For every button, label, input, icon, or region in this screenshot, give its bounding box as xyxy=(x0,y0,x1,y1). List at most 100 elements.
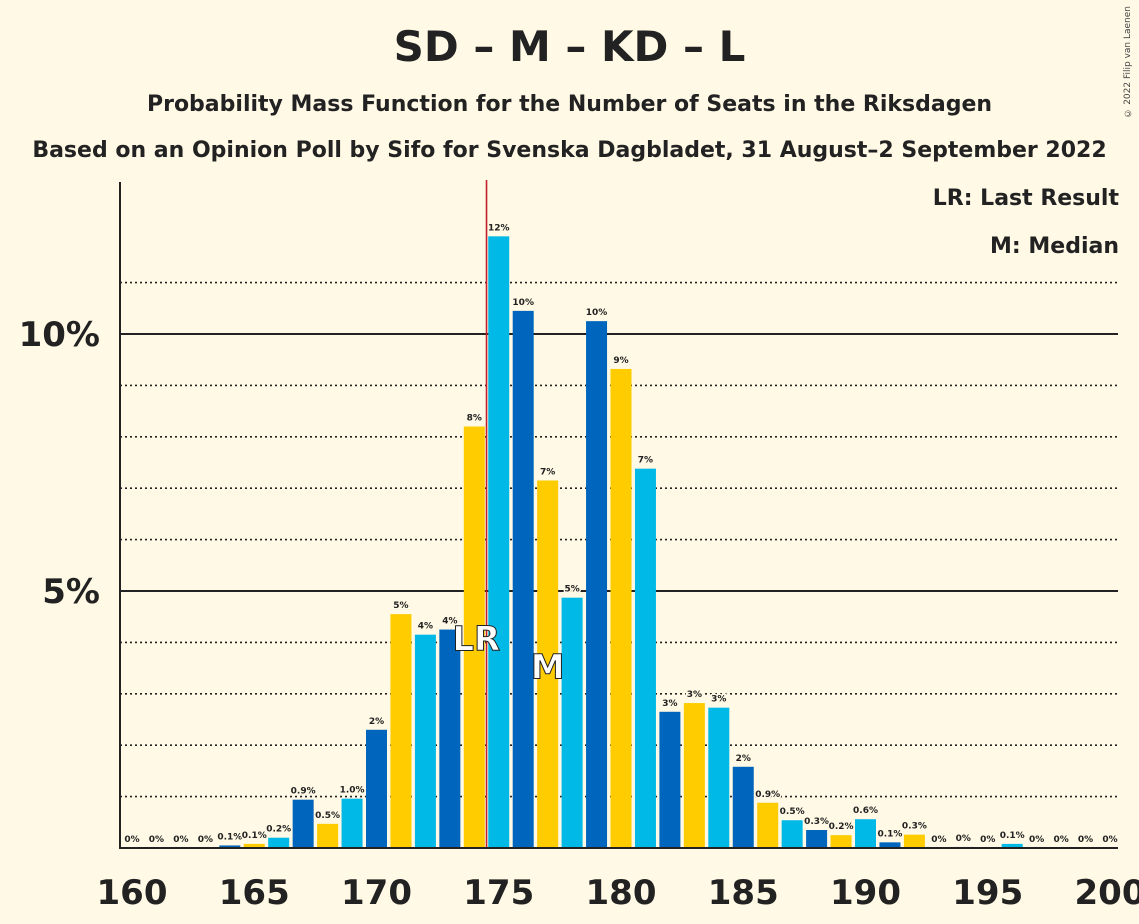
x-tick-label: 200 xyxy=(1075,873,1139,913)
bar-value-label: 0.5% xyxy=(315,811,340,821)
bar-value-label-halo: 0% xyxy=(1102,835,1117,845)
bar xyxy=(732,766,754,848)
bar-value-label-halo: 0.5% xyxy=(780,807,805,817)
bar-value-label-halo: 0.3% xyxy=(804,817,829,827)
x-tick-label: 195 xyxy=(952,873,1023,913)
bar-value-label: 3% xyxy=(711,695,726,705)
bar-value-label-halo: 0% xyxy=(980,835,995,845)
bar-value-label-halo: 0.9% xyxy=(755,790,780,800)
bar-value-label-halo: 8% xyxy=(467,414,482,424)
bar-value-label: 2% xyxy=(369,717,384,727)
bar xyxy=(879,842,901,848)
bar-value-label-halo: 5% xyxy=(393,601,408,611)
bar-value-label-halo: 0% xyxy=(956,834,971,844)
chart-subtitle: Probability Mass Function for the Number… xyxy=(146,92,993,117)
bar-value-label-halo: 0.2% xyxy=(266,825,291,835)
bar-value-label-halo: 0% xyxy=(1029,835,1044,845)
bar xyxy=(292,799,314,848)
bar-value-label: 0% xyxy=(956,834,971,844)
chart-source-subtitle: Based on an Opinion Poll by Sifo for Sve… xyxy=(32,138,1107,163)
bar-value-label: 0.1% xyxy=(877,829,902,839)
bar-value-label-halo: 0.9% xyxy=(291,787,316,797)
chart-title: SD – M – KD – L xyxy=(393,22,746,71)
bar xyxy=(512,310,534,848)
bar xyxy=(537,480,559,848)
x-tick-label: 185 xyxy=(708,873,779,913)
bar-value-label: 7% xyxy=(540,467,555,477)
bar xyxy=(903,834,925,848)
bar-value-label-halo: 0% xyxy=(931,835,946,845)
bar-value-label-halo: 3% xyxy=(662,699,677,709)
bar-value-label: 0.5% xyxy=(780,807,805,817)
bar-value-label: 0% xyxy=(149,835,164,845)
bar xyxy=(219,845,241,848)
median-marker: M xyxy=(531,647,565,687)
bar xyxy=(830,835,852,848)
y-tick-label: 5% xyxy=(42,572,100,612)
bar xyxy=(439,629,461,848)
bar-value-label-halo: 0% xyxy=(1053,835,1068,845)
bar xyxy=(561,597,583,848)
bar-value-label: 0.9% xyxy=(755,790,780,800)
bar-value-label-halo: 12% xyxy=(488,223,510,233)
bar xyxy=(806,830,828,848)
bar-value-label: 10% xyxy=(586,308,608,318)
x-tick-label: 190 xyxy=(830,873,901,913)
bar-value-label: 0% xyxy=(124,835,139,845)
bar-value-label-halo: 9% xyxy=(613,356,628,366)
bar xyxy=(586,321,608,848)
bar-value-label: 0% xyxy=(1078,835,1093,845)
bar-value-label: 0% xyxy=(931,835,946,845)
bar xyxy=(781,820,803,848)
x-tick-label: 175 xyxy=(463,873,534,913)
bar xyxy=(757,802,779,848)
bar-value-label-halo: 0% xyxy=(1078,835,1093,845)
bar-value-label: 0% xyxy=(1102,835,1117,845)
bar-value-label-halo: 1.0% xyxy=(340,786,365,796)
legend-last-result: LR: Last Result xyxy=(932,186,1119,211)
bar-value-label: 10% xyxy=(512,298,534,308)
last-result-marker: LR xyxy=(452,620,500,660)
bar-value-label-halo: 0.3% xyxy=(902,822,927,832)
bar-value-label-halo: 0.1% xyxy=(217,832,242,842)
bar xyxy=(855,819,876,848)
bar xyxy=(659,711,681,848)
bar xyxy=(243,843,265,848)
bar-value-label-halo: 0.1% xyxy=(242,831,267,841)
bar-value-label-halo: 0% xyxy=(173,835,188,845)
bar-value-label-halo: 0% xyxy=(149,835,164,845)
bar-value-label: 5% xyxy=(393,601,408,611)
bar-value-label: 3% xyxy=(662,699,677,709)
x-tick-label: 180 xyxy=(586,873,657,913)
bar-value-label: 0% xyxy=(173,835,188,845)
bar-value-label: 4% xyxy=(442,617,457,627)
bar-value-label: 0.2% xyxy=(266,825,291,835)
bar-value-label: 0% xyxy=(980,835,995,845)
bar xyxy=(341,798,363,848)
bar-value-label-halo: 2% xyxy=(369,717,384,727)
bar-value-label: 8% xyxy=(467,414,482,424)
bar-value-label-halo: 4% xyxy=(442,617,457,627)
bar-value-label: 7% xyxy=(638,456,653,466)
bar-value-label: 0% xyxy=(1029,835,1044,845)
bar xyxy=(634,468,656,848)
x-tick-label: 160 xyxy=(97,873,168,913)
bar-value-label: 0.2% xyxy=(829,822,854,832)
bar xyxy=(1001,843,1023,848)
bar-value-label: 0% xyxy=(1053,835,1068,845)
bar xyxy=(463,426,485,848)
bar xyxy=(390,614,412,848)
bar-value-label-halo: 10% xyxy=(586,308,608,318)
bar xyxy=(488,236,510,849)
bar-value-label-halo: 3% xyxy=(687,690,702,700)
bar xyxy=(610,368,632,848)
bar-value-label-halo: 0.6% xyxy=(853,806,878,816)
bar-value-label: 2% xyxy=(736,754,751,764)
bar-value-label-halo: 7% xyxy=(638,456,653,466)
bar-value-label-halo: 0.5% xyxy=(315,811,340,821)
bar xyxy=(268,837,290,848)
bar-value-label: 5% xyxy=(564,585,579,595)
bar-value-label: 9% xyxy=(613,356,628,366)
y-tick-label: 10% xyxy=(19,315,100,355)
